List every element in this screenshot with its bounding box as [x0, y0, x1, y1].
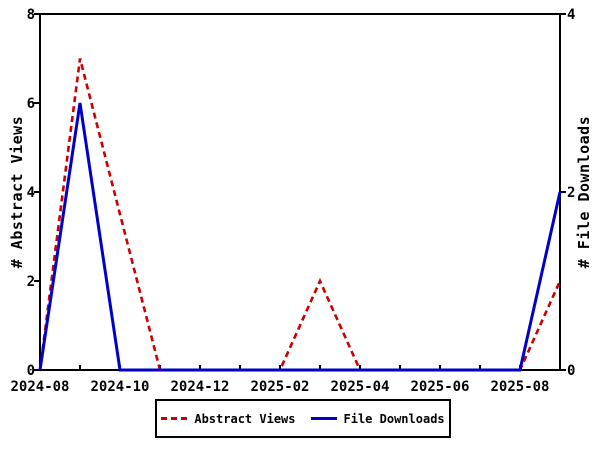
x-tick-label: 2025-04 [330, 379, 389, 395]
x-tick-label: 2025-02 [250, 379, 309, 395]
legend-item-abstract-views: Abstract Views [161, 411, 296, 426]
x-tick-label: 2025-06 [410, 379, 469, 395]
x-tick-label: 2024-10 [90, 379, 149, 395]
left-y-tick-label: 2 [27, 274, 35, 290]
abstract-views-line-swatch [161, 417, 188, 420]
x-tick-label: 2024-08 [10, 379, 69, 395]
legend-item-file-downloads: File Downloads [310, 411, 445, 426]
legend-label-file-downloads: File Downloads [343, 411, 445, 426]
legend-label-abstract-views: Abstract Views [194, 411, 296, 426]
plot-frame [39, 13, 561, 371]
right-y-tick-label: 2 [567, 185, 575, 201]
legend-box: Abstract Views File Downloads [155, 399, 451, 438]
file-downloads-line-swatch [310, 417, 337, 420]
x-tick-label: 2024-12 [170, 379, 229, 395]
right-axis-title: # File Downloads [575, 115, 593, 269]
file-downloads-line [38, 102, 562, 372]
left-y-tick-label: 0 [27, 363, 35, 379]
left-axis-title: # Abstract Views [8, 115, 26, 269]
left-y-tick-label: 6 [27, 96, 35, 112]
x-tick-label: 2025-08 [490, 379, 549, 395]
left-y-tick-label: 4 [27, 185, 35, 201]
right-y-tick-label: 4 [567, 7, 575, 23]
left-y-tick-label: 8 [27, 7, 35, 23]
abstract-views-line [38, 58, 562, 372]
right-y-tick-label: 0 [567, 363, 575, 379]
